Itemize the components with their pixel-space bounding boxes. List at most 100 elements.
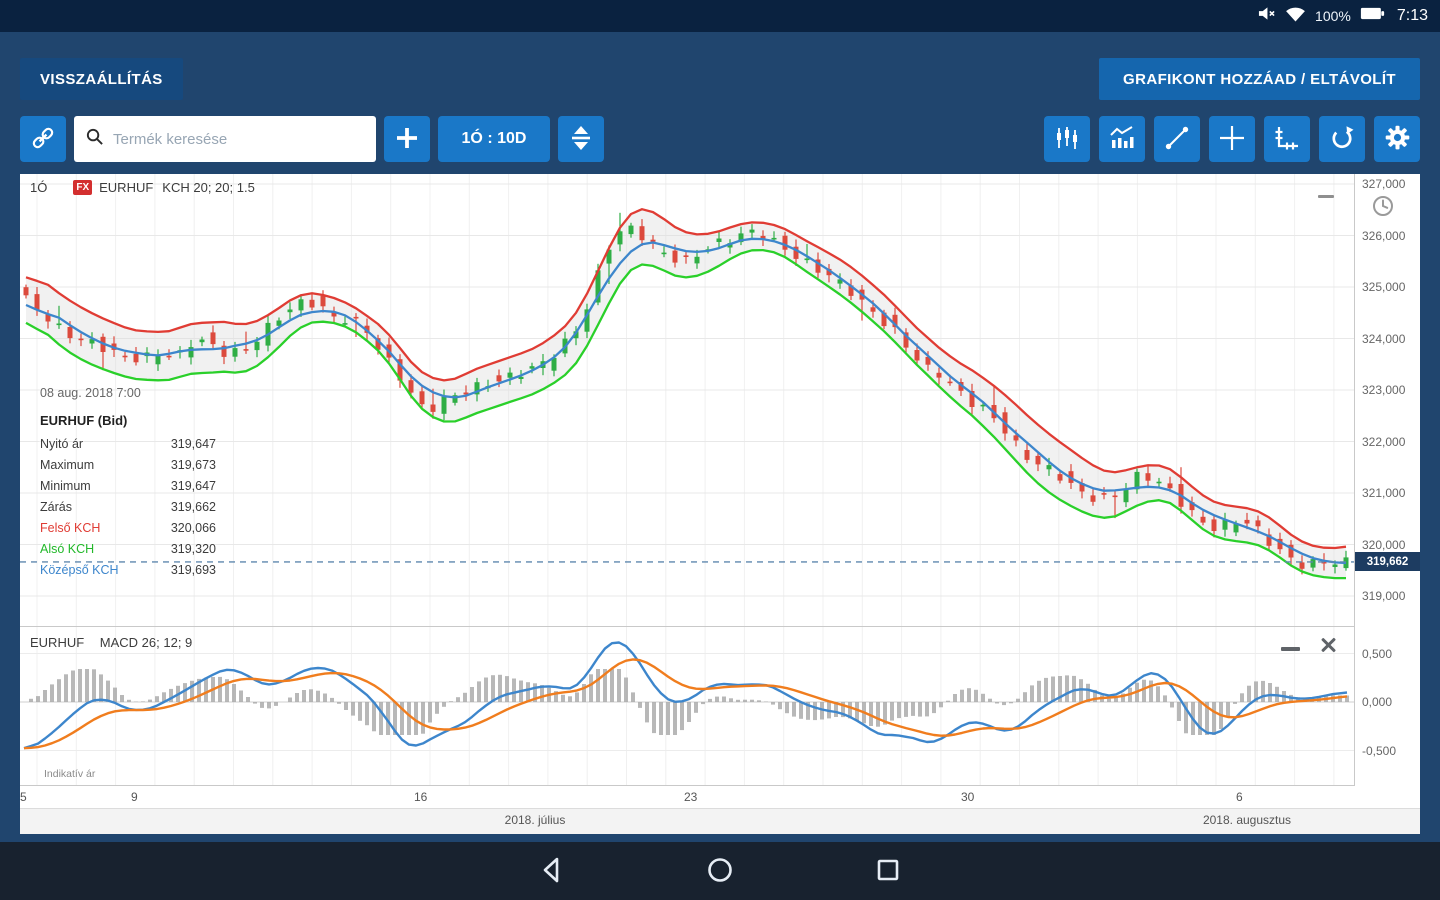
axis-clock-icon[interactable]: [1371, 194, 1395, 223]
trendline-icon: [1164, 125, 1190, 154]
minus-icon: [1280, 647, 1300, 651]
axes-scale-button[interactable]: [1264, 116, 1310, 162]
y-axis-label: 321,000: [1362, 486, 1406, 500]
crosshair-icon: [1219, 125, 1245, 154]
panel-separator: [20, 626, 1420, 627]
y-axis-label: 322,000: [1362, 434, 1406, 449]
y-axis-label: 327,000: [1362, 177, 1406, 191]
y-axis-label: 326,000: [1362, 228, 1406, 243]
toolbar-row-1: VISSZAÁLLÍTÁS GRAFIKONT HOZZÁAD / ELTÁVO…: [20, 58, 1420, 100]
close-icon: [1319, 636, 1337, 654]
x-axis-tick: 16: [414, 790, 428, 804]
indicative-price-note: Indikatív ár: [44, 768, 96, 780]
link-icon: [30, 125, 56, 154]
x-axis-month-label: 2018. július: [504, 813, 566, 827]
x-axis-months-band: [20, 808, 1420, 834]
chart-type-button[interactable]: [1099, 116, 1145, 162]
battery-icon: [1360, 7, 1385, 25]
tooltip-row: Középső KCH 319,693: [40, 563, 216, 577]
home-icon: [705, 855, 735, 888]
search-icon: [85, 127, 104, 151]
x-axis-tick: 5: [20, 790, 27, 804]
x-axis-tick: 23: [684, 790, 698, 804]
macd-chart-area[interactable]: EURHUF MACD 26; 12; 9 Indikatív ár: [20, 627, 1354, 785]
price-tooltip: 08 aug. 2018 7:00 EURHUF (Bid) Nyitó ár 3…: [40, 386, 216, 581]
y-axis-label: 319,000: [1362, 589, 1406, 603]
home-button[interactable]: [698, 849, 742, 893]
collapse-macd-button[interactable]: [1278, 639, 1302, 659]
tooltip-row: Felső KCH 320,066: [40, 521, 216, 535]
trendline-button[interactable]: [1154, 116, 1200, 162]
macd-chart[interactable]: [20, 627, 1354, 785]
x-axis-month-label: 2018. augusztus: [1202, 813, 1292, 827]
settings-button[interactable]: [1374, 116, 1420, 162]
add-remove-chart-button[interactable]: GRAFIKONT HOZZÁAD / ELTÁVOLÍT: [1099, 58, 1420, 100]
mute-icon: [1257, 5, 1276, 27]
macd-indicator-label: MACD 26; 12; 9: [99, 635, 193, 650]
battery-percent: 100%: [1315, 8, 1351, 24]
current-price-badge: 319,662: [1355, 552, 1420, 572]
search-input[interactable]: [113, 130, 365, 148]
back-button[interactable]: [530, 849, 574, 893]
wifi-icon: [1285, 6, 1306, 27]
tooltip-date: 08 aug. 2018 7:00: [40, 386, 141, 400]
candlestick-chart[interactable]: [20, 174, 1354, 626]
macd-axis-label: -0,500: [1362, 743, 1397, 758]
macd-axis-label: 0,500: [1362, 646, 1393, 661]
status-time: 7:13: [1396, 7, 1428, 24]
macd-header: EURHUF MACD 26; 12; 9: [30, 635, 192, 650]
recents-button[interactable]: [866, 849, 910, 893]
reset-button[interactable]: VISSZAÁLLÍTÁS: [20, 58, 183, 100]
axes-icon: [1274, 125, 1300, 154]
symbol-label: EURHUF: [99, 180, 154, 195]
minus-icon: [1318, 194, 1334, 198]
stepper-icon: [569, 125, 593, 154]
chart-timeframe-label: 1Ó: [30, 180, 48, 195]
y-axis-label: 323,000: [1362, 383, 1406, 397]
add-indicator-button[interactable]: [384, 116, 430, 162]
tooltip-row: Nyitó ár 319,647: [40, 437, 216, 451]
status-bar: 100% 7:13: [0, 0, 1440, 32]
gear-icon: [1384, 124, 1411, 154]
chart-tools: [1044, 116, 1420, 162]
tooltip-row: Alsó KCH 319,320: [40, 542, 216, 556]
tooltip-title: EURHUF (Bid): [40, 413, 128, 428]
android-nav-bar: [0, 842, 1440, 900]
x-axis-tick: 9: [131, 790, 138, 804]
refresh-button[interactable]: [1319, 116, 1365, 162]
line-bars-chart-icon: [1109, 125, 1135, 154]
x-axis-tick: 30: [961, 790, 975, 804]
crosshair-button[interactable]: [1209, 116, 1255, 162]
price-chart-header: 1Ó FX EURHUF KCH 20; 20; 1.5: [30, 180, 255, 195]
search-box: [74, 116, 376, 162]
back-icon: [537, 855, 567, 888]
collapse-price-chart-button[interactable]: [1314, 186, 1338, 206]
panel-separator: [20, 785, 1420, 786]
chart-panel: 1Ó FX EURHUF KCH 20; 20; 1.5 08 aug. 201…: [20, 174, 1420, 834]
timeframe-stepper-button[interactable]: [558, 116, 604, 162]
indicator-label: KCH 20; 20; 1.5: [162, 180, 255, 195]
y-axis-label: 324,000: [1362, 331, 1406, 346]
price-chart-area[interactable]: 1Ó FX EURHUF KCH 20; 20; 1.5 08 aug. 201…: [20, 174, 1354, 626]
recents-icon: [873, 855, 903, 888]
fx-badge: FX: [73, 180, 93, 195]
y-axis-label: 320,000: [1362, 537, 1406, 552]
timeframe-button[interactable]: 1Ó : 10D: [438, 116, 550, 162]
candlestick-style-button[interactable]: [1044, 116, 1090, 162]
close-macd-button[interactable]: [1316, 635, 1340, 655]
tooltip-rows: Nyitó ár 319,647 Maximum 319,673 Minimum 319,…: [40, 434, 216, 581]
y-axis-label: 325,000: [1362, 280, 1406, 294]
x-axis: 5 9 16 23 30 6 2018. július 2018. augusztus: [20, 786, 1420, 834]
tooltip-row: Minimum 319,647: [40, 479, 216, 493]
y-axis-column[interactable]: 319,662 327,000 326,000 325,000 324,000 323,…: [1354, 174, 1420, 786]
plus-icon: [395, 126, 419, 153]
toolbar-row-2: 1Ó : 10D: [20, 116, 1420, 162]
link-button[interactable]: [20, 116, 66, 162]
refresh-icon: [1329, 125, 1355, 154]
macd-axis-label: 0,000: [1362, 695, 1393, 709]
tooltip-row: Zárás 319,662: [40, 500, 216, 514]
tooltip-row: Maximum 319,673: [40, 458, 216, 472]
macd-symbol-label: EURHUF: [30, 635, 85, 650]
x-axis-tick: 6: [1236, 790, 1243, 804]
